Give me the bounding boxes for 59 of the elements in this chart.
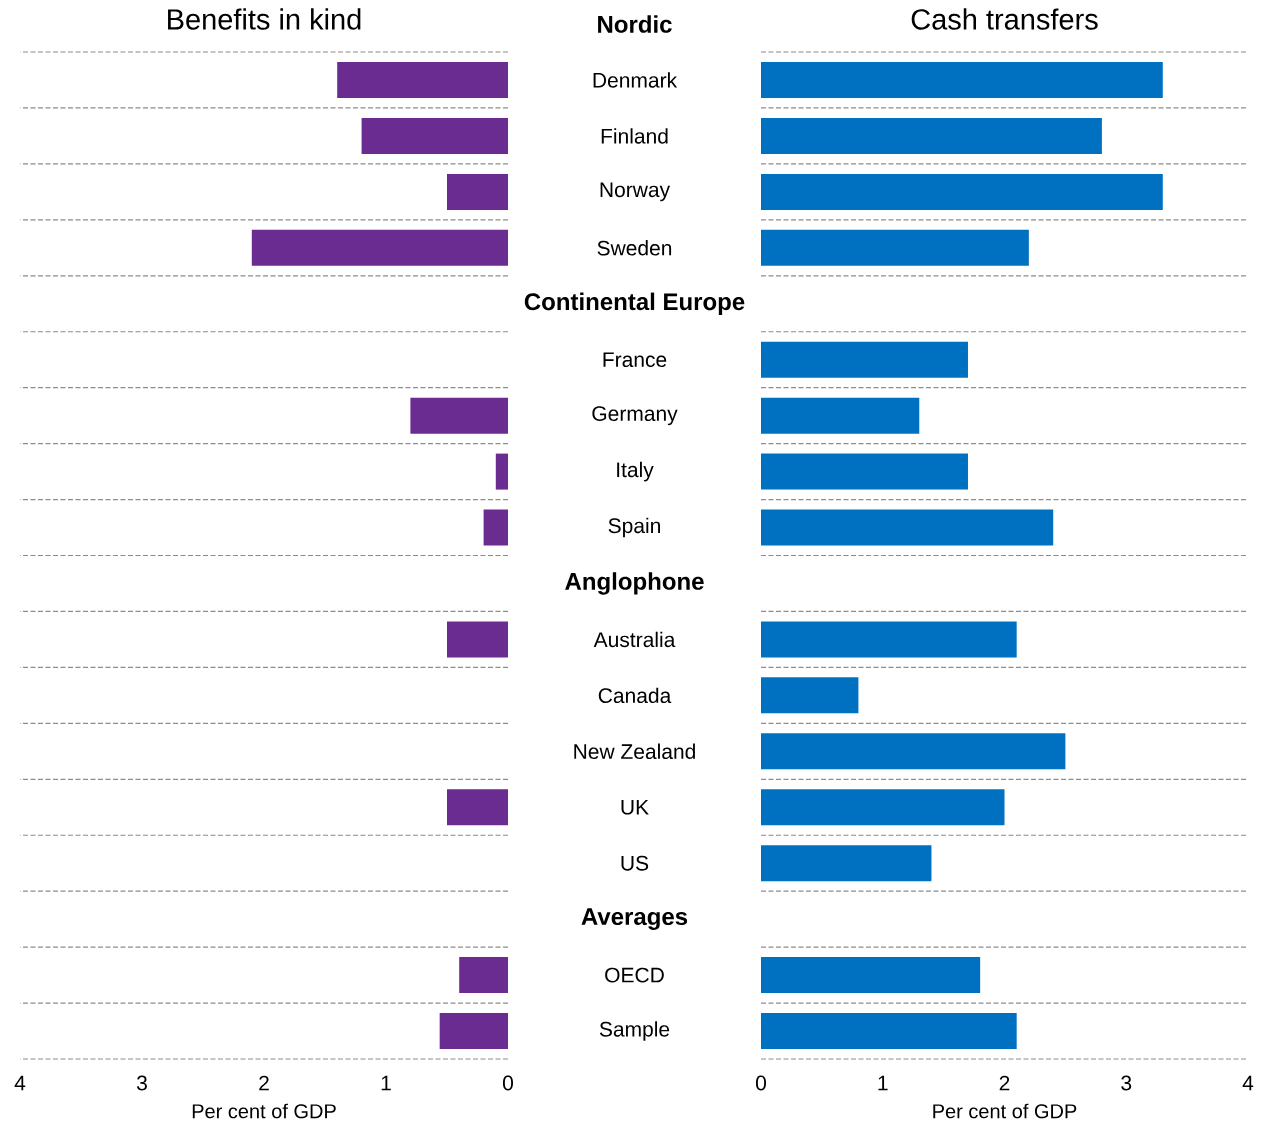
y-tick-label: Sweden bbox=[597, 240, 672, 256]
bar bbox=[446, 173, 508, 210]
y-tick-label: Australia bbox=[593, 631, 676, 648]
bar bbox=[761, 117, 1102, 154]
bar bbox=[761, 173, 1163, 210]
bar bbox=[761, 397, 920, 434]
x-axis-title: Per cent of GDP bbox=[192, 1103, 336, 1119]
y-tick-label: New Zealand bbox=[574, 743, 695, 760]
bar bbox=[495, 453, 508, 490]
x-tick-label: 1 bbox=[878, 1075, 888, 1091]
bar bbox=[761, 957, 981, 994]
x-tick-label: 4 bbox=[1242, 1075, 1254, 1091]
bar bbox=[761, 845, 932, 882]
bar bbox=[410, 397, 508, 434]
y-tick-label: Spain bbox=[608, 517, 660, 538]
x-axis-title: Per cent of GDP bbox=[933, 1103, 1077, 1119]
bar bbox=[761, 61, 1163, 98]
bar bbox=[361, 117, 508, 154]
y-tick-label: Continental Europe bbox=[524, 292, 745, 315]
bar bbox=[483, 509, 508, 546]
bar bbox=[761, 229, 1029, 266]
y-tick-label: Anglophone bbox=[565, 572, 704, 595]
bar bbox=[761, 1013, 1017, 1050]
x-tick-label: 3 bbox=[1121, 1075, 1132, 1091]
y-tick-label: Germany bbox=[592, 406, 678, 426]
bar bbox=[251, 229, 508, 266]
bar bbox=[459, 957, 508, 994]
chart-title: Cash transfers bbox=[911, 8, 1098, 30]
bar bbox=[761, 453, 968, 490]
x-tick-label: 1 bbox=[381, 1075, 391, 1091]
bar bbox=[761, 789, 1005, 826]
y-tick-label: US bbox=[621, 855, 649, 871]
y-tick-label: Finland bbox=[601, 128, 668, 144]
y-tick-label: UK bbox=[621, 799, 649, 815]
y-tick-label: Italy bbox=[617, 461, 654, 482]
bar bbox=[446, 789, 508, 826]
y-tick-label: Sample bbox=[599, 1021, 670, 1041]
bar bbox=[761, 341, 968, 378]
y-tick-label: Canada bbox=[598, 687, 672, 704]
bar bbox=[337, 61, 508, 98]
y-tick-label: France bbox=[603, 352, 667, 368]
bar bbox=[439, 1013, 508, 1050]
x-tick-label: 0 bbox=[755, 1075, 767, 1091]
bar bbox=[761, 677, 859, 714]
bar bbox=[761, 509, 1054, 546]
y-tick-label: OECD bbox=[605, 967, 664, 983]
bar bbox=[761, 621, 1017, 658]
x-tick-label: 0 bbox=[502, 1075, 514, 1091]
chart-title: Benefits in kind bbox=[168, 8, 361, 30]
y-tick-label: Nordic bbox=[598, 15, 672, 33]
bar bbox=[446, 621, 508, 658]
y-tick-label: Norway bbox=[600, 182, 671, 202]
y-tick-label: Averages bbox=[581, 908, 688, 930]
x-tick-label: 2 bbox=[259, 1075, 269, 1091]
x-tick-label: 2 bbox=[999, 1075, 1010, 1091]
bar bbox=[761, 733, 1066, 770]
y-tick-label: Denmark bbox=[593, 72, 678, 88]
x-tick-label: 3 bbox=[136, 1075, 147, 1091]
x-tick-label: 4 bbox=[14, 1075, 26, 1091]
